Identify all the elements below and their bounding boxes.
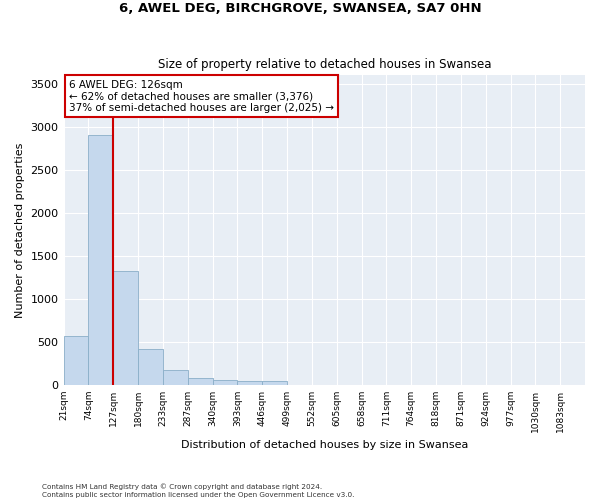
Bar: [262, 381, 287, 384]
Title: Size of property relative to detached houses in Swansea: Size of property relative to detached ho…: [158, 58, 491, 71]
Bar: [163, 370, 188, 384]
Bar: [64, 336, 88, 384]
X-axis label: Distribution of detached houses by size in Swansea: Distribution of detached houses by size …: [181, 440, 468, 450]
Bar: [212, 380, 238, 384]
Bar: [188, 378, 212, 384]
Y-axis label: Number of detached properties: Number of detached properties: [15, 142, 25, 318]
Text: 6, AWEL DEG, BIRCHGROVE, SWANSEA, SA7 0HN: 6, AWEL DEG, BIRCHGROVE, SWANSEA, SA7 0H…: [119, 2, 481, 16]
Bar: [238, 381, 262, 384]
Bar: [113, 271, 138, 384]
Bar: [88, 135, 113, 384]
Text: 6 AWEL DEG: 126sqm
← 62% of detached houses are smaller (3,376)
37% of semi-deta: 6 AWEL DEG: 126sqm ← 62% of detached hou…: [69, 80, 334, 113]
Text: Contains HM Land Registry data © Crown copyright and database right 2024.
Contai: Contains HM Land Registry data © Crown c…: [42, 484, 355, 498]
Bar: [138, 349, 163, 384]
